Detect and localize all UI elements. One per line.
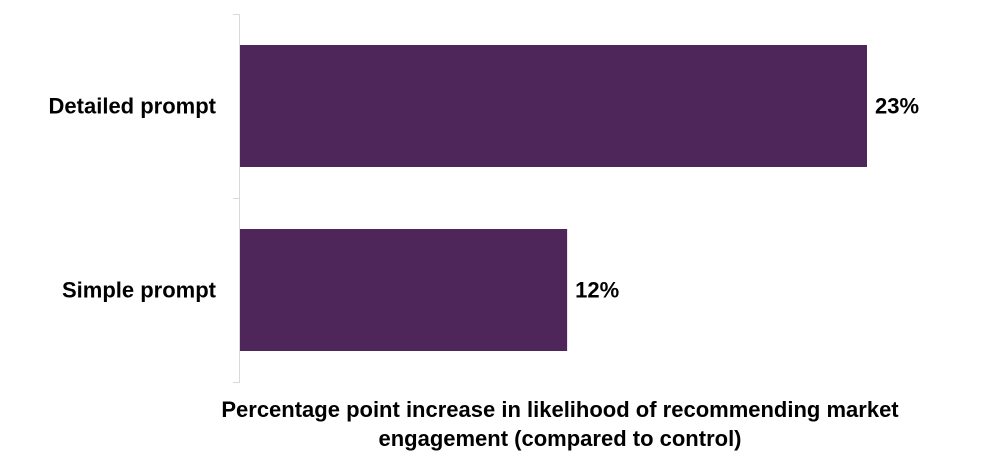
category-label: Detailed prompt (49, 94, 217, 119)
bar-detailed-prompt (240, 45, 867, 167)
bars-group: Detailed prompt 23% Simple prompt 12% (49, 45, 919, 351)
category-label: Simple prompt (62, 278, 217, 303)
x-axis-title-line-2: engagement (compared to control) (378, 426, 742, 451)
x-axis-title: Percentage point increase in likelihood … (90, 395, 983, 453)
data-label: 12% (575, 278, 619, 303)
x-axis-title-line-1: Percentage point increase in likelihood … (221, 397, 899, 422)
data-label: 23% (875, 94, 919, 119)
bar-simple-prompt (240, 229, 568, 351)
